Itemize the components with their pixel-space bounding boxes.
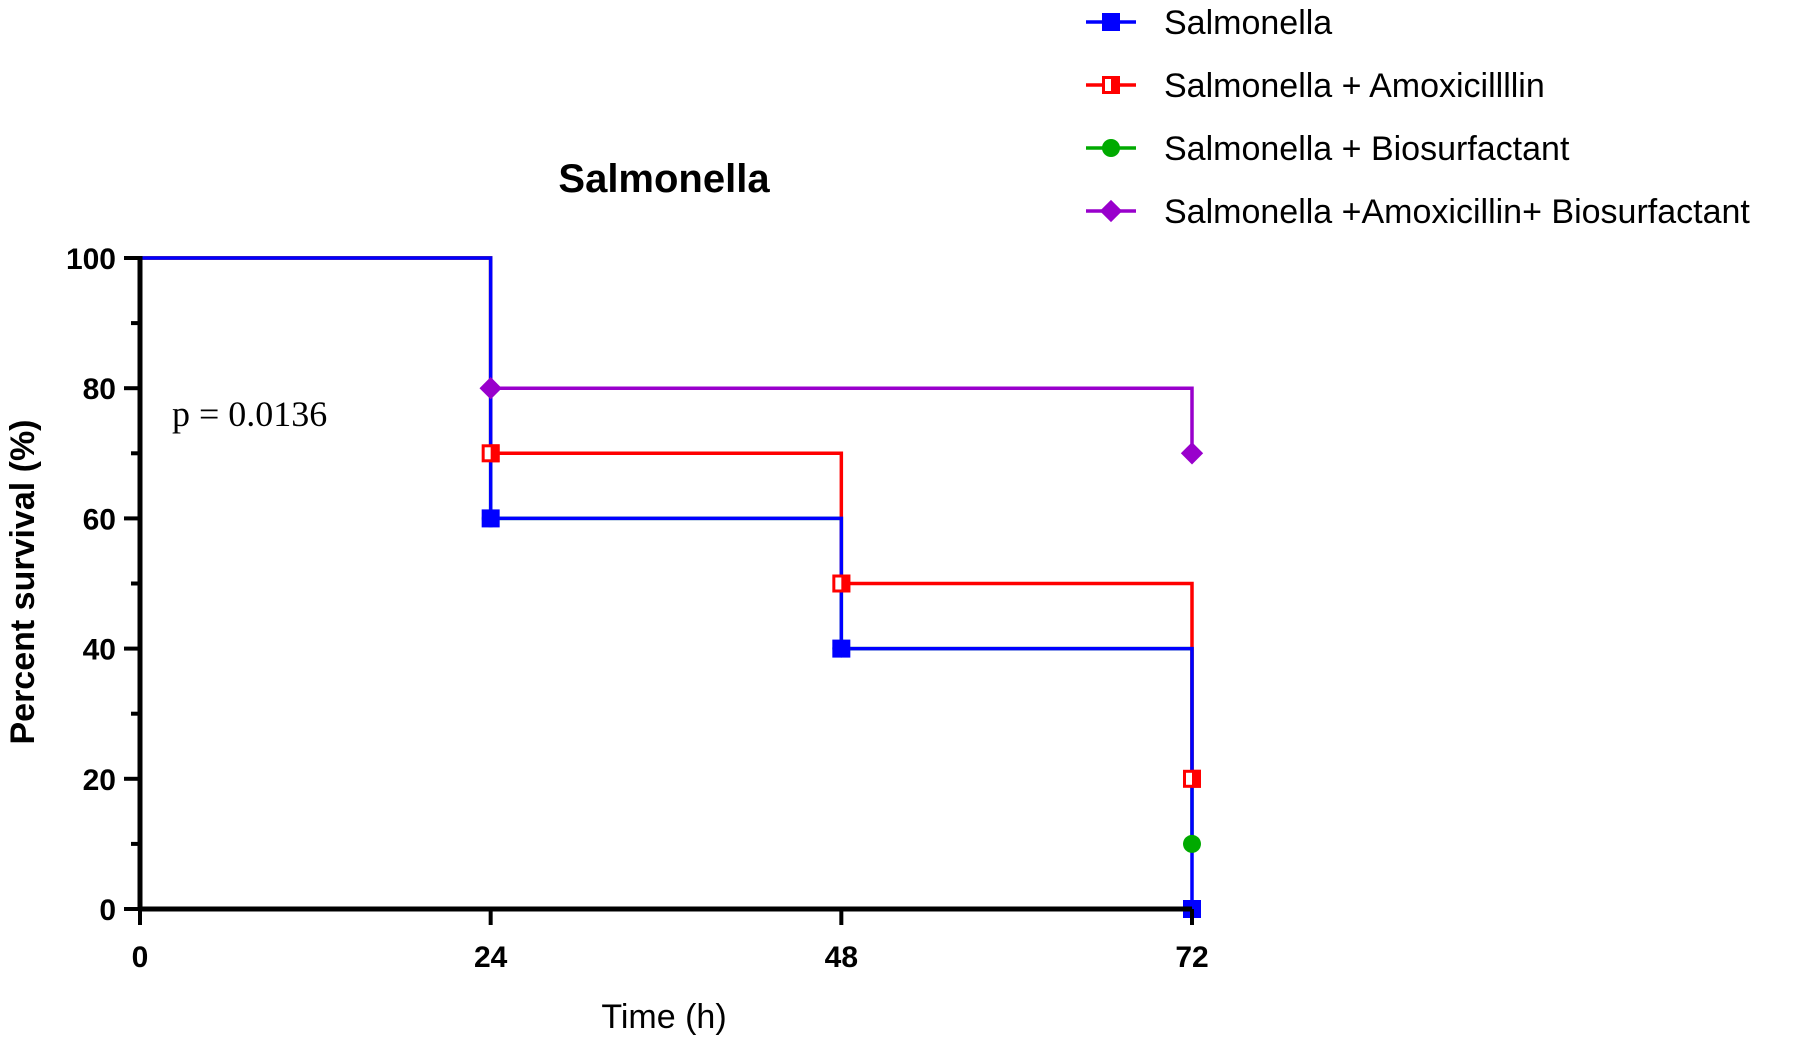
chart-title: Salmonella: [558, 157, 770, 201]
y-tick-label-0: 0: [99, 894, 116, 927]
y-tick-label-20: 20: [83, 764, 116, 797]
legend-item-1: Salmonella: [1086, 4, 1332, 42]
x-axis-title: Time (h): [601, 998, 726, 1036]
x-tick-label-0: 0: [132, 941, 149, 974]
legend-item-2: Salmonella + Amoxicillllin: [1086, 67, 1545, 105]
x-tick-label-72: 72: [1175, 941, 1208, 974]
y-tick-label-100: 100: [66, 243, 116, 276]
legend-marker-4: [1099, 199, 1123, 223]
y-tick-label-40: 40: [83, 634, 116, 667]
y-axis-title: Percent survival (%): [4, 419, 42, 744]
series-line-3: [140, 256, 1194, 844]
series-1-point-2: [832, 639, 851, 658]
legend-item-4: Salmonella +Amoxicillin+ Biosurfactant: [1086, 193, 1750, 231]
series-4-point-1: [479, 377, 502, 400]
legend-label-1: Salmonella: [1164, 4, 1332, 42]
legend-item-3: Salmonella + Biosurfactant: [1086, 130, 1570, 168]
legend: Salmonella Salmonella + Amoxicillllin Salm…: [1086, 4, 1750, 231]
series-4-point-2: [1180, 442, 1204, 465]
series-line-1: [140, 256, 1194, 909]
series-3-point-3: [1183, 834, 1201, 853]
legend-label-3: Salmonella + Biosurfactant: [1164, 130, 1570, 168]
series-1-point-1: [481, 509, 500, 528]
legend-marker-1: [1102, 13, 1120, 31]
axes-layer: 0 20 40 60 80 100 0 24 48 72: [66, 243, 1209, 974]
series-2-point-3: [1183, 769, 1201, 788]
series-2-point-2: [832, 574, 851, 593]
series-2-point-1: [481, 444, 500, 463]
plot-layer: [140, 256, 1204, 918]
y-tick-label-60: 60: [83, 503, 116, 536]
p-value-annotation: p = 0.0136: [172, 394, 327, 434]
legend-label-4: Salmonella +Amoxicillin+ Biosurfactant: [1164, 193, 1750, 231]
x-tick-label-48: 48: [825, 941, 858, 974]
y-tick-label-80: 80: [83, 373, 116, 406]
legend-label-2: Salmonella + Amoxicillllin: [1164, 67, 1545, 105]
x-tick-label-24: 24: [474, 941, 508, 974]
legend-marker-2: [1102, 76, 1120, 94]
legend-marker-3: [1102, 139, 1120, 157]
